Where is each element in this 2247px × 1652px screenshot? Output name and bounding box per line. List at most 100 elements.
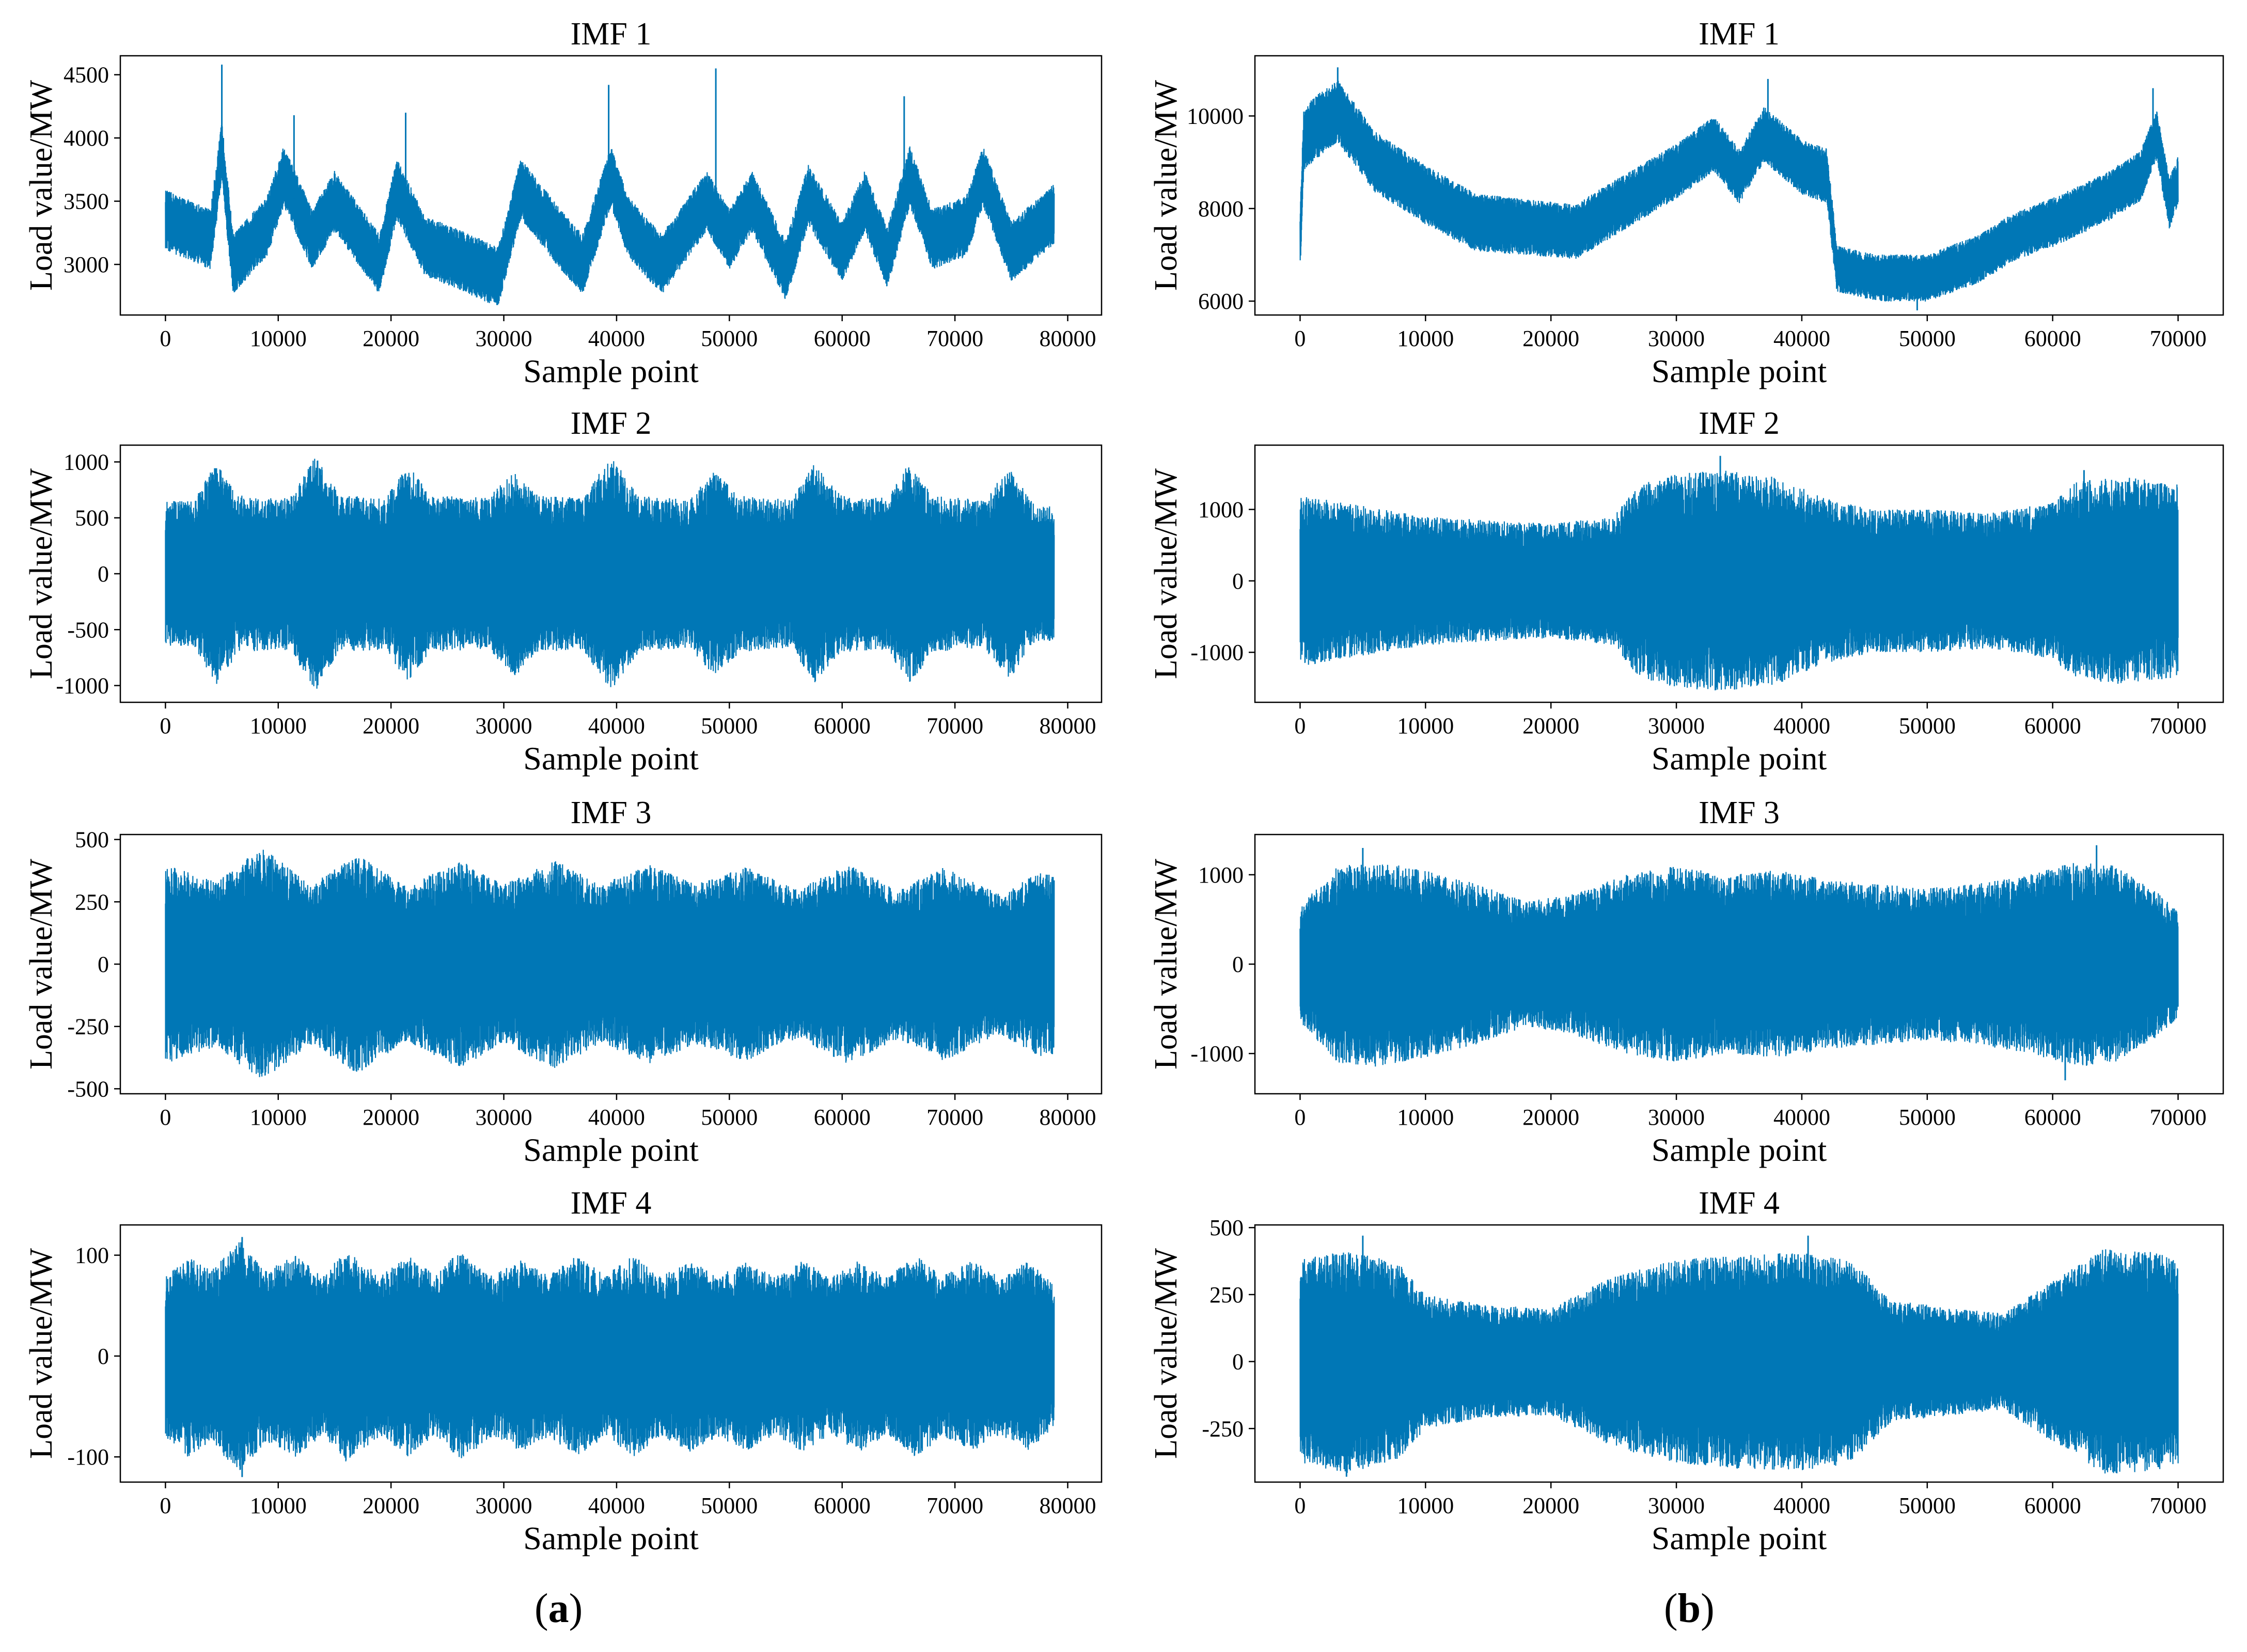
chart-b3: 0 10000 20000 30000 40000 50000 60000 70000-100… — [1149, 795, 2224, 1168]
x-tick-label: 20000 — [1522, 713, 1579, 738]
y-axis-label: Load value/MW — [1149, 1248, 1184, 1459]
y-tick-label: -500 — [67, 1076, 109, 1102]
x-tick-label: 70000 — [2150, 1105, 2207, 1130]
chart-a3: 0 10000 20000 30000 40000 50000 60000 70000 8000… — [24, 795, 1103, 1168]
x-tick-label: 50000 — [701, 1105, 758, 1130]
y-axis-label: Load value/MW — [24, 1248, 59, 1459]
y-tick-label: -1000 — [1190, 1041, 1244, 1066]
x-tick-label: 30000 — [476, 1493, 532, 1518]
y-tick-label: 8000 — [1198, 196, 1244, 222]
x-axis-label: Sample point — [1652, 1520, 1827, 1556]
y-tick-label: 100 — [75, 1243, 109, 1268]
x-tick-label: 60000 — [2024, 326, 2081, 351]
x-tick-label: 10000 — [250, 1493, 307, 1518]
x-axis-label: Sample point — [1652, 353, 1827, 389]
x-tick-label: 30000 — [476, 1105, 532, 1130]
x-tick-label: 30000 — [1648, 1105, 1705, 1130]
chart-title: IMF 2 — [571, 406, 652, 441]
y-tick-label: 1000 — [1198, 497, 1244, 523]
x-tick-label: 70000 — [926, 326, 983, 351]
x-tick-label: 50000 — [1899, 1493, 1956, 1518]
x-tick-label: 60000 — [2024, 1105, 2081, 1130]
chart-title: IMF 2 — [1699, 406, 1780, 441]
x-tick-label: 50000 — [701, 326, 758, 351]
x-tick-label: 30000 — [476, 326, 532, 351]
x-tick-label: 80000 — [1039, 326, 1096, 351]
y-axis-label: Load value/MW — [1149, 80, 1184, 291]
y-axis-label: Load value/MW — [24, 859, 59, 1070]
x-tick-label: 40000 — [1773, 713, 1830, 738]
chart-title: IMF 4 — [571, 1186, 652, 1221]
x-tick-label: 40000 — [588, 1493, 645, 1518]
x-tick-label: 30000 — [1648, 326, 1705, 351]
x-axis-label: Sample point — [523, 740, 699, 777]
series-line — [165, 1242, 1055, 1470]
x-tick-label: 60000 — [2024, 713, 2081, 738]
y-axis-label: Load value/MW — [1149, 468, 1184, 680]
y-tick-label: 500 — [75, 506, 109, 531]
x-tick-label: 60000 — [814, 713, 871, 738]
x-tick-label: 70000 — [926, 1105, 983, 1130]
series-line — [1299, 470, 2179, 690]
x-tick-label: 80000 — [1039, 1493, 1096, 1518]
x-tick-label: 60000 — [814, 326, 871, 351]
y-axis-label: Load value/MW — [24, 80, 59, 291]
y-tick-label: -100 — [67, 1444, 109, 1470]
chart-title: IMF 1 — [571, 17, 652, 52]
x-tick-label: 80000 — [1039, 713, 1096, 738]
chart-a1: 0 10000 20000 30000 40000 50000 60000 70000 8000… — [24, 17, 1103, 389]
y-tick-label: 500 — [1209, 1215, 1244, 1240]
x-tick-label: 40000 — [1773, 1493, 1830, 1518]
y-tick-label: 500 — [75, 827, 109, 853]
x-tick-label: 0 — [160, 326, 171, 351]
chart-a2: 0 10000 20000 30000 40000 50000 60000 70000 8000… — [24, 406, 1103, 777]
y-tick-label: 6000 — [1198, 289, 1244, 314]
y-tick-label: 250 — [75, 889, 109, 915]
chart-title: IMF 3 — [571, 795, 652, 830]
y-tick-label: 10000 — [1187, 104, 1244, 129]
chart-b4: 0 10000 20000 30000 40000 50000 60000 70000 -250… — [1149, 1186, 2224, 1556]
y-axis-label: Load value/MW — [24, 468, 59, 680]
x-tick-label: 60000 — [814, 1105, 871, 1130]
chart-b1: 0 10000 20000 30000 40000 50000 60000 70000 6000… — [1149, 17, 2224, 389]
x-tick-label: 40000 — [588, 713, 645, 738]
x-tick-label: 0 — [1294, 326, 1306, 351]
x-tick-label: 50000 — [701, 1493, 758, 1518]
x-tick-label: 30000 — [476, 713, 532, 738]
x-axis-label: Sample point — [523, 1131, 699, 1168]
x-tick-label: 0 — [160, 1493, 171, 1518]
y-tick-label: 0 — [98, 952, 109, 977]
y-tick-label: 4500 — [64, 62, 109, 88]
x-tick-label: 10000 — [1397, 1105, 1454, 1130]
y-tick-label: 250 — [1209, 1282, 1244, 1308]
x-tick-label: 50000 — [1899, 326, 1956, 351]
x-tick-label: 40000 — [588, 326, 645, 351]
x-tick-label: 10000 — [250, 326, 307, 351]
y-tick-label: 1000 — [64, 449, 109, 475]
y-tick-label: 0 — [1232, 1349, 1244, 1375]
y-tick-label: -250 — [1202, 1416, 1244, 1441]
y-tick-label: 3000 — [64, 252, 109, 277]
x-tick-label: 10000 — [1397, 1493, 1454, 1518]
chart-title: IMF 1 — [1699, 17, 1780, 52]
axes-frame — [1254, 1224, 2224, 1483]
axes-frame — [1254, 55, 2224, 316]
x-tick-label: 0 — [160, 713, 171, 738]
panel-label-b: (b) — [1664, 1586, 1715, 1631]
x-tick-label: 20000 — [363, 713, 419, 738]
x-axis-label: Sample point — [1652, 1131, 1827, 1168]
y-tick-label: 3500 — [64, 189, 109, 214]
y-tick-label: 0 — [1232, 569, 1244, 594]
x-tick-label: 40000 — [1773, 326, 1830, 351]
y-tick-label: -500 — [67, 617, 109, 642]
y-tick-label: 0 — [1232, 952, 1244, 977]
x-tick-label: 0 — [1294, 713, 1306, 738]
y-tick-label: 0 — [98, 1344, 109, 1369]
chart-a4: 0 10000 20000 30000 40000 50000 60000 70000 8000… — [24, 1186, 1103, 1556]
series-line — [1299, 863, 2179, 1067]
x-axis-label: Sample point — [1652, 740, 1827, 777]
y-tick-label: 0 — [98, 561, 109, 587]
series-line — [165, 123, 1055, 305]
x-tick-label: 20000 — [1522, 1493, 1579, 1518]
x-tick-label: 40000 — [1773, 1105, 1830, 1130]
